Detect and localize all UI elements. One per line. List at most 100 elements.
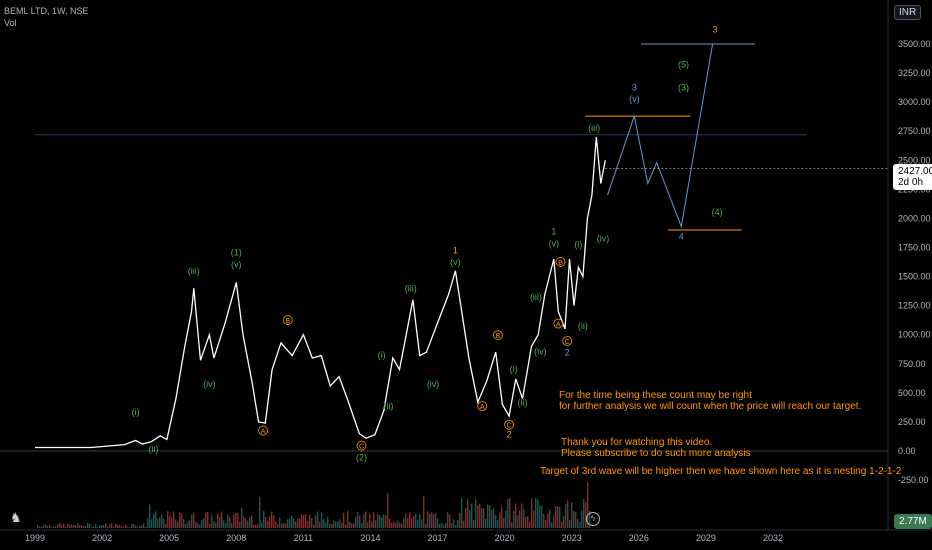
wave-label: (4) — [712, 207, 723, 217]
volume-bar — [525, 516, 527, 528]
bar-countdown: 2d 0h — [898, 177, 924, 188]
wave-label: A — [261, 429, 266, 436]
volume-bar — [239, 521, 241, 528]
volume-bar — [277, 524, 279, 528]
tradingview-logo-icon[interactable]: ♞ — [10, 510, 22, 525]
volume-bar — [259, 497, 261, 528]
volume-bar — [329, 523, 331, 528]
volume-bar — [581, 510, 583, 528]
volume-bar — [497, 520, 499, 528]
volume-bar — [537, 499, 539, 528]
volume-bar — [271, 511, 273, 528]
wave-label: 1 — [551, 227, 556, 237]
volume-bar — [467, 499, 469, 528]
volume-bar — [417, 520, 419, 528]
volume-bar — [495, 515, 497, 528]
volume-bar — [291, 515, 293, 528]
volume-bar — [573, 511, 575, 528]
volume-bar — [387, 492, 389, 528]
volume-bar — [149, 504, 151, 528]
wave-label-circle — [553, 318, 564, 329]
y-tick-label: 3250.00 — [898, 68, 931, 78]
wave-label-circle — [562, 336, 573, 346]
note-line-1: For the time being these count may be ri… — [559, 390, 752, 401]
volume-bar — [229, 516, 231, 528]
volume-bar — [131, 523, 133, 528]
wave-label: A — [480, 404, 485, 411]
volume-bar — [231, 523, 233, 528]
wave-label: (i) — [574, 240, 582, 250]
volume-bar — [559, 506, 561, 528]
volume-bar — [37, 525, 39, 528]
volume-bar — [563, 516, 565, 528]
wave-label: (ii) — [518, 398, 528, 408]
volume-bar — [579, 522, 581, 528]
x-tick-label: 2026 — [629, 533, 649, 543]
volume-bar — [325, 522, 327, 528]
y-tick-label: 3500.00 — [898, 39, 931, 49]
replay-icon[interactable]: ϟ — [586, 512, 600, 526]
volume-bar — [447, 512, 449, 528]
volume-bar — [479, 503, 481, 528]
volume-bar — [135, 525, 137, 528]
wave-label: (i) — [132, 407, 140, 417]
volume-bar — [221, 511, 223, 528]
wave-label: B — [558, 260, 563, 267]
volume-bar — [55, 526, 57, 528]
volume-bar — [43, 525, 45, 528]
volume-bar — [449, 514, 451, 528]
volume-bar — [253, 524, 255, 528]
volume-bar — [451, 523, 453, 528]
volume-bar — [171, 517, 173, 528]
wave-label: (v) — [549, 238, 560, 248]
volume-bar — [441, 523, 443, 528]
volume-bar — [59, 522, 61, 528]
volume-bar — [427, 511, 429, 528]
volume-bar — [227, 514, 229, 528]
note-line-3: Thank you for watching this video. — [561, 437, 713, 448]
wave-label: (3) — [678, 83, 689, 93]
y-tick-label: 2500.00 — [898, 155, 931, 165]
volume-bar — [311, 518, 313, 528]
volume-bar — [375, 520, 377, 528]
volume-bar — [301, 514, 303, 528]
wave-label: C — [565, 339, 570, 346]
volume-bar — [509, 498, 511, 528]
volume-bar — [395, 522, 397, 528]
wave-label: (v) — [231, 259, 242, 269]
volume-bar — [183, 519, 185, 528]
volume-bar — [161, 514, 163, 528]
volume-bar — [293, 518, 295, 528]
x-tick-label: 2032 — [763, 533, 783, 543]
wave-label-circle — [258, 425, 269, 436]
volume-bar — [335, 521, 337, 528]
volume-bar — [527, 516, 529, 528]
volume-bar — [145, 526, 147, 528]
volume-bar — [297, 518, 299, 528]
volume-bar — [159, 517, 161, 528]
volume-bar — [543, 513, 545, 528]
volume-indicator-label: Vol — [4, 18, 17, 28]
currency-selector[interactable]: INR — [894, 5, 922, 20]
wave-label-circle — [477, 401, 488, 412]
volume-bar — [377, 514, 379, 528]
volume-bar — [71, 524, 73, 528]
volume-bar — [453, 519, 455, 528]
volume-bar — [295, 521, 297, 528]
y-tick-label: 1000.00 — [898, 330, 931, 340]
volume-bar — [305, 514, 307, 528]
volume-bar — [151, 519, 153, 528]
volume-bar — [113, 526, 115, 528]
volume-bar — [493, 508, 495, 528]
volume-bar — [587, 482, 589, 528]
volume-bar — [371, 521, 373, 528]
wave-label-circle — [356, 440, 367, 451]
volume-bar — [41, 526, 43, 528]
volume-bar — [249, 517, 251, 528]
wave-label: 3 — [712, 24, 717, 34]
volume-bar — [51, 526, 53, 528]
volume-bar — [399, 522, 401, 528]
volume-bar — [341, 523, 343, 528]
volume-bar — [557, 506, 559, 528]
